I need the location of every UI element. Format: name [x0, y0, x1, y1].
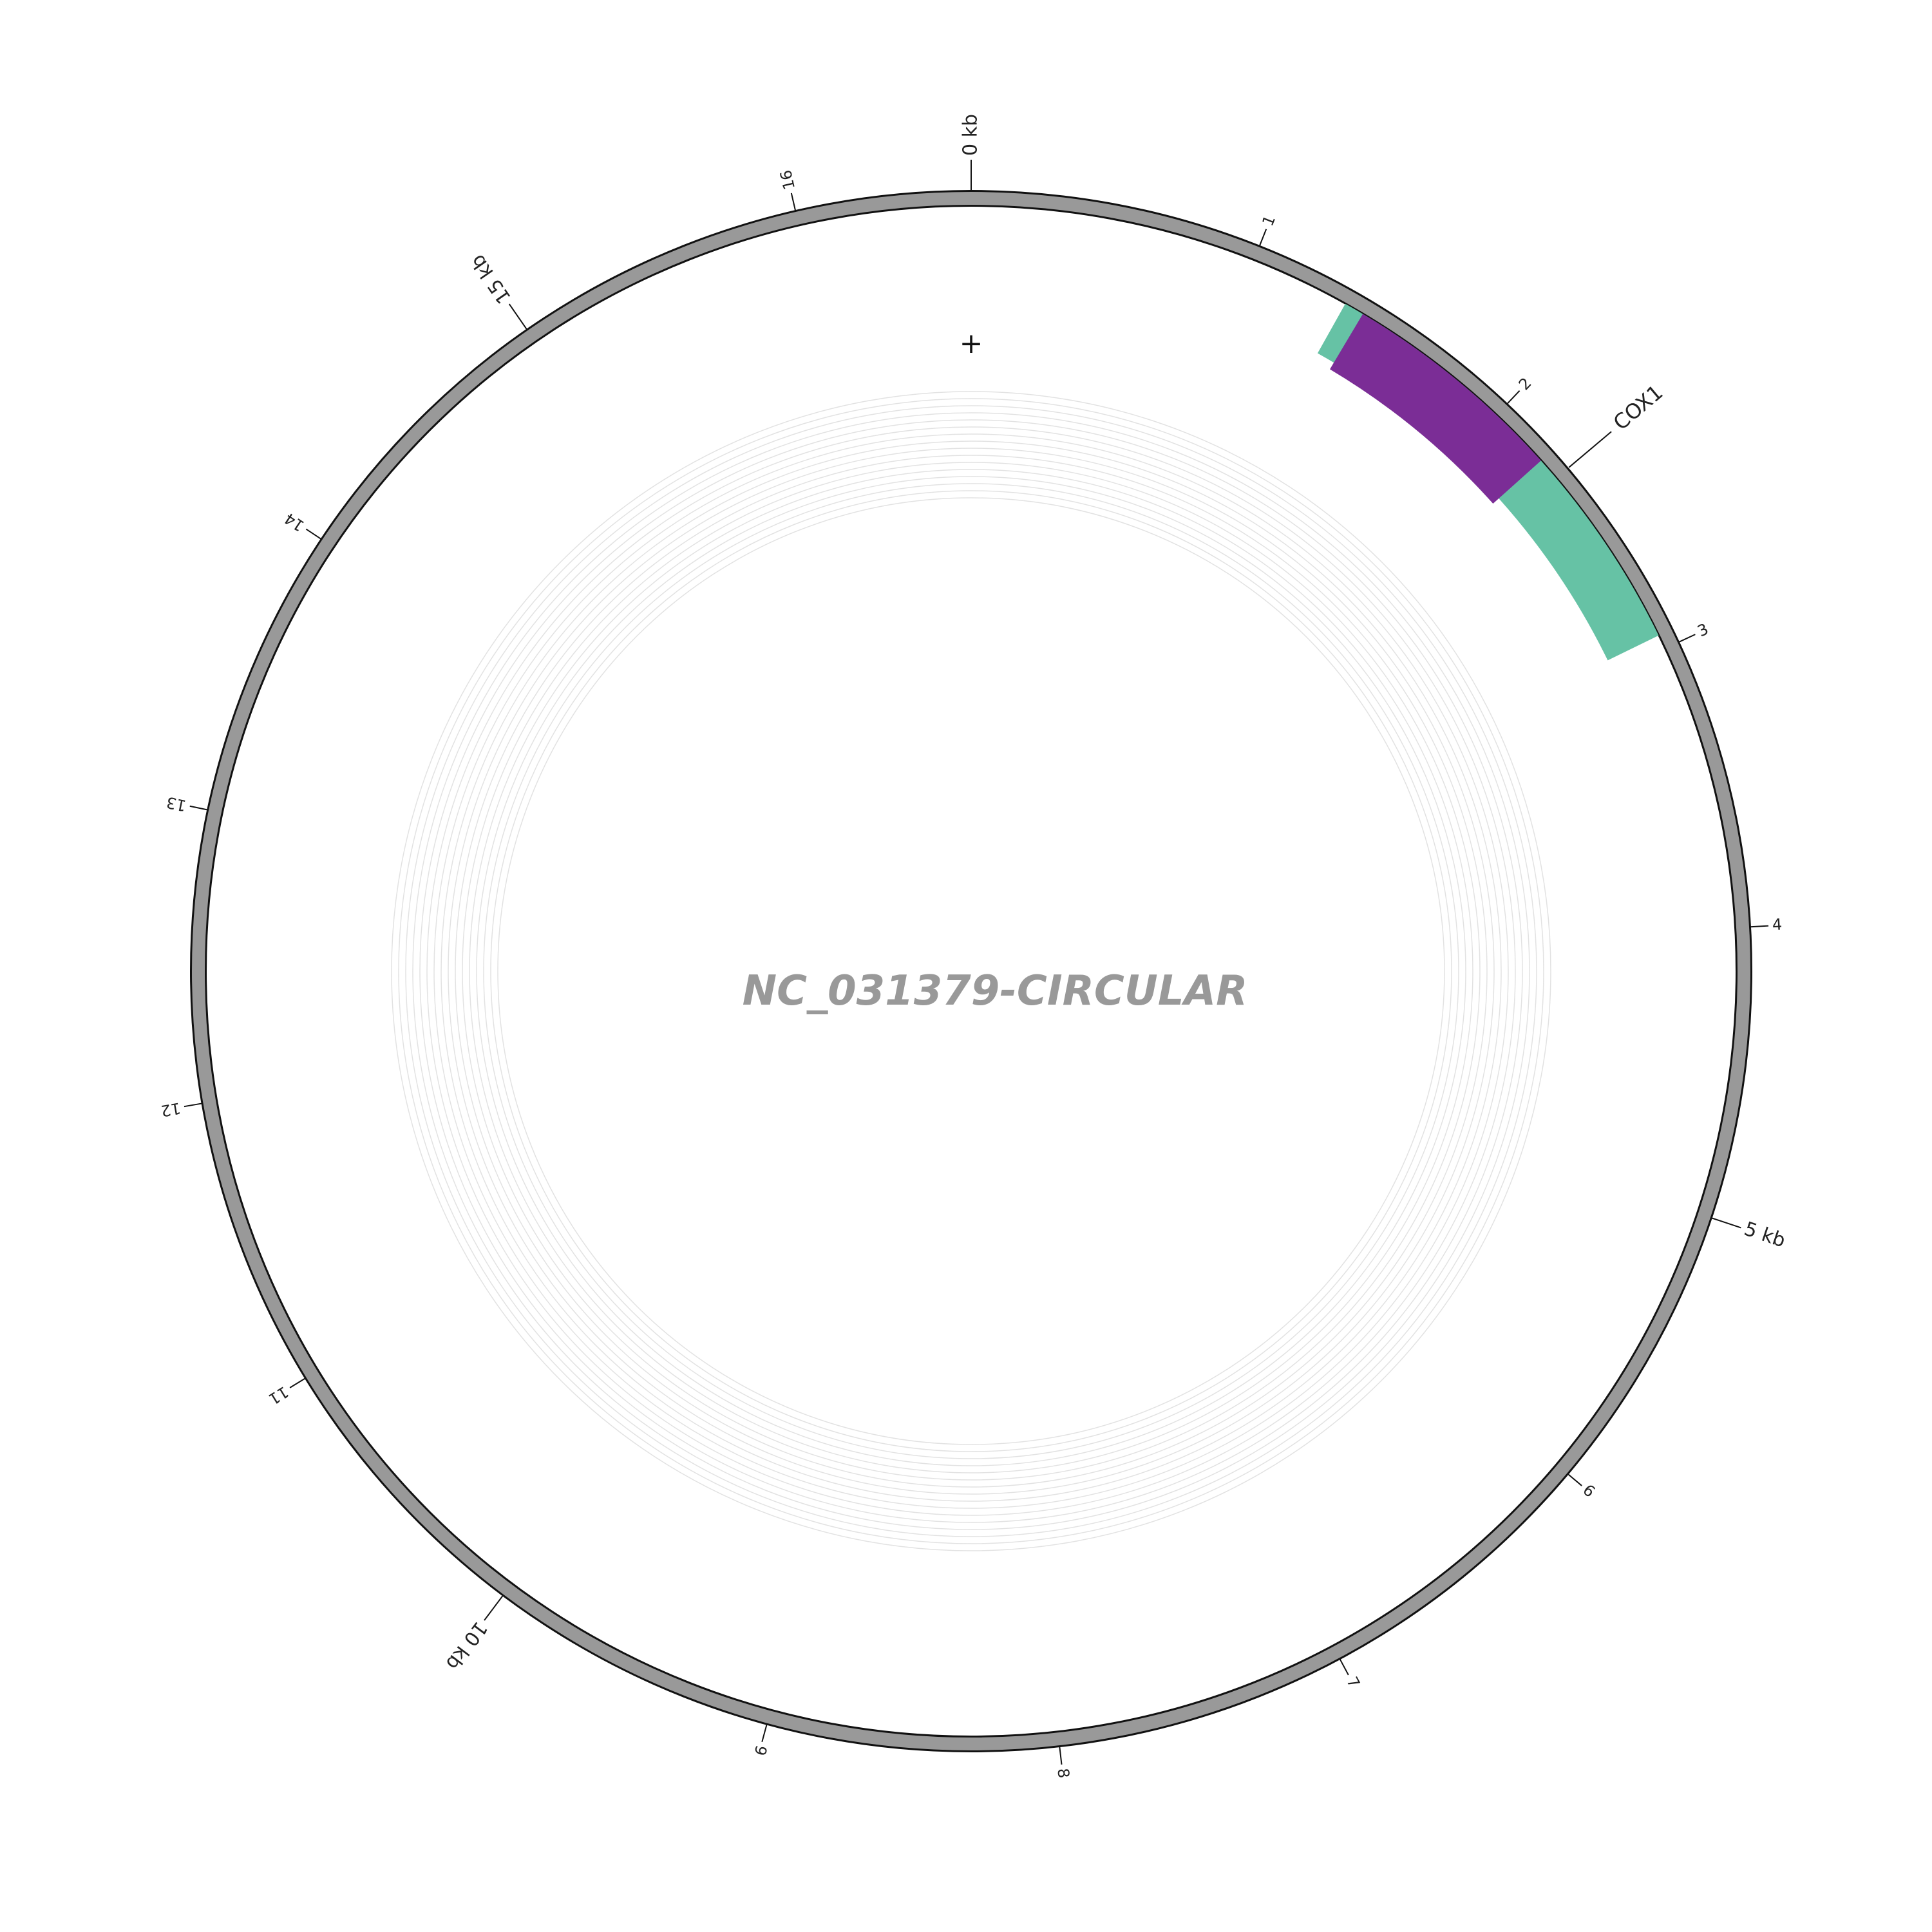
tick-mark — [484, 1595, 504, 1621]
tick-mark — [1059, 1747, 1063, 1765]
grid-ring — [462, 462, 1481, 1481]
grid-ring — [455, 455, 1488, 1488]
grid-ring — [448, 448, 1495, 1495]
tick-label: 1 — [1258, 213, 1279, 229]
tick-mark — [189, 805, 208, 811]
tick-label: 4 — [1772, 915, 1783, 934]
grid-rings — [391, 391, 1551, 1551]
feature-label-cox1: COX1 — [1609, 380, 1668, 435]
grid-ring — [433, 433, 1509, 1509]
tick-label: 5 kb — [1741, 1218, 1788, 1253]
grid-ring — [476, 476, 1466, 1466]
backbone-ring — [190, 190, 1752, 1752]
grid-ring — [426, 426, 1516, 1516]
tick-label: 12 — [160, 1099, 182, 1120]
grid-ring — [483, 483, 1459, 1459]
tick-mark — [1750, 925, 1769, 928]
tick-label: 10 kb — [441, 1617, 491, 1674]
grid-ring — [419, 419, 1523, 1523]
tick-mark — [1339, 1658, 1349, 1676]
grid-ring — [398, 398, 1544, 1544]
tick-mark — [1678, 634, 1696, 643]
tick-label: 14 — [281, 509, 308, 535]
cds-segment — [1330, 314, 1541, 504]
sequence-title: NC_031379-CIRCULAR — [743, 967, 1248, 1015]
tick-label: 13 — [165, 793, 188, 815]
grid-ring — [469, 469, 1473, 1473]
tick-label: 8 — [1054, 1767, 1073, 1779]
tick-label: 15 kb — [466, 251, 516, 308]
tick-mark — [1506, 390, 1520, 404]
tick-mark — [1567, 1473, 1582, 1486]
backbone-fill — [192, 192, 1750, 1750]
grid-ring — [490, 490, 1452, 1452]
tick-label: 16 — [777, 168, 799, 191]
tick-mark — [184, 1103, 202, 1108]
tick-mark — [1258, 229, 1267, 247]
tick-label: 7 — [1343, 1674, 1363, 1691]
grid-ring — [405, 405, 1537, 1537]
grid-ring — [440, 440, 1502, 1502]
tick-label: 11 — [265, 1383, 292, 1408]
tick-mark — [1711, 1217, 1741, 1229]
tick-mark — [790, 193, 797, 211]
tick-label: 0 kb — [960, 114, 982, 156]
tick-label: 6 — [1579, 1481, 1598, 1501]
tick-mark — [761, 1724, 768, 1742]
tick-label: 2 — [1515, 374, 1535, 393]
tick-label: 3 — [1694, 620, 1711, 641]
grid-ring — [391, 391, 1551, 1551]
feature-track: COX1 — [1317, 303, 1668, 661]
grid-ring — [412, 412, 1530, 1530]
tick-mark — [508, 303, 527, 330]
tick-mark — [305, 528, 322, 540]
tick-mark — [289, 1378, 306, 1388]
tick-label: 9 — [750, 1743, 770, 1757]
grid-ring — [497, 497, 1445, 1445]
feature-leader-line — [1568, 431, 1612, 468]
strand-marker: + — [960, 327, 983, 360]
